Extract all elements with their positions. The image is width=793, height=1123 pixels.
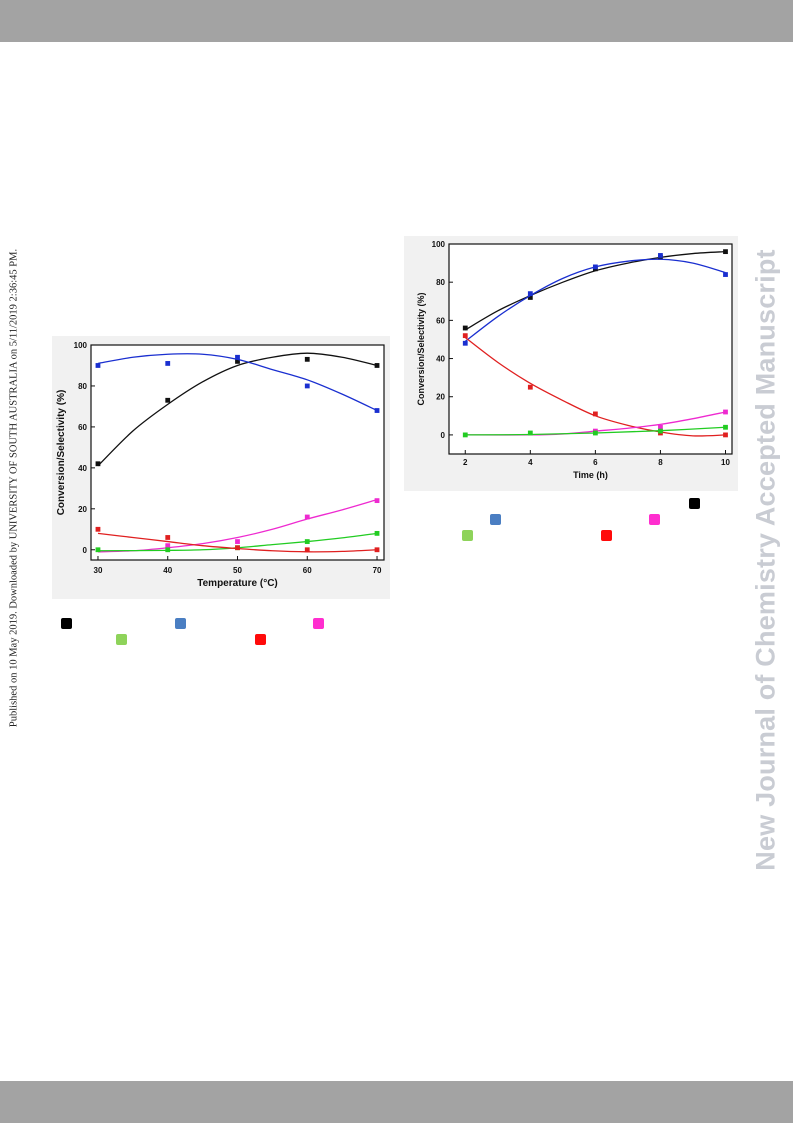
y-tick-label: 20 xyxy=(78,505,87,514)
series-4-point xyxy=(95,526,101,532)
series-4-point xyxy=(527,430,533,436)
series-2-point xyxy=(527,384,533,390)
series-3-point xyxy=(723,409,728,415)
series-2-point xyxy=(235,539,240,544)
series-1-point xyxy=(95,363,101,368)
legend-marker-black-right xyxy=(689,498,700,509)
series-3-point xyxy=(304,539,310,544)
x-tick-label: 6 xyxy=(593,458,598,467)
y-tick-label: 80 xyxy=(78,382,87,391)
series-4-point xyxy=(374,547,380,553)
series-1-point xyxy=(374,408,380,413)
y-tick-label: 20 xyxy=(436,393,445,402)
series-1-point xyxy=(527,291,533,297)
x-tick-label: 2 xyxy=(463,458,468,467)
top-header-band xyxy=(0,0,793,42)
series-0-fit-line xyxy=(97,352,378,467)
y-tick-label: 60 xyxy=(436,316,445,325)
x-tick-label: 4 xyxy=(528,458,533,467)
series-4-point xyxy=(658,428,663,434)
x-tick-label: 30 xyxy=(94,566,103,575)
y-tick-label: 60 xyxy=(78,423,87,432)
x-axis-label: Time (h) xyxy=(573,470,608,480)
series-1-point xyxy=(304,383,310,389)
series-1-point xyxy=(462,340,468,346)
series-0-point xyxy=(95,461,101,467)
x-tick-label: 10 xyxy=(721,458,730,467)
series-0-point xyxy=(304,356,310,362)
legend-marker-blue-right xyxy=(490,514,501,525)
series-1-point xyxy=(235,354,240,360)
y-tick-label: 80 xyxy=(436,278,445,287)
x-axis-label: Temperature (°C) xyxy=(197,578,278,589)
series-4 xyxy=(462,424,728,438)
x-tick-label: 60 xyxy=(303,566,312,575)
x-tick-label: 70 xyxy=(373,566,382,575)
y-tick-label: 40 xyxy=(78,464,87,473)
legend-marker-pink xyxy=(313,618,324,629)
legend-marker-black xyxy=(61,618,72,629)
y-tick-label: 100 xyxy=(74,341,88,350)
y-tick-label: 100 xyxy=(432,240,446,249)
series-2-point xyxy=(592,411,598,417)
bottom-footer-band xyxy=(0,1081,793,1123)
legend-marker-pink-right xyxy=(649,514,660,525)
series-0 xyxy=(95,352,380,467)
series-4-point xyxy=(165,535,171,540)
series-4-point xyxy=(723,424,728,430)
x-tick-label: 50 xyxy=(233,566,242,575)
series-0-point xyxy=(165,397,171,403)
legend-marker-green-right xyxy=(462,530,473,541)
series-3-point xyxy=(658,424,663,430)
series-1-point xyxy=(592,264,598,270)
y-axis-label: Conversion/Selectivity (%) xyxy=(416,292,426,405)
series-1 xyxy=(462,253,728,346)
series-0-point xyxy=(374,363,380,368)
plot-frame xyxy=(448,243,733,455)
y-tick-label: 0 xyxy=(441,431,446,440)
legend-marker-green xyxy=(116,634,127,645)
x-tick-label: 8 xyxy=(658,458,663,467)
series-2-point xyxy=(165,543,171,549)
legend-marker-blue xyxy=(175,618,186,629)
series-3-point xyxy=(374,530,380,536)
series-4-point xyxy=(235,545,240,551)
series-0-point xyxy=(235,358,240,364)
legend-marker-red-right xyxy=(601,530,612,541)
series-2-point xyxy=(462,333,468,339)
legend-marker-red xyxy=(255,634,266,645)
x-tick-label: 40 xyxy=(163,566,172,575)
series-1-point xyxy=(165,361,171,366)
series-1-point xyxy=(723,272,728,277)
series-0-point xyxy=(462,325,468,331)
series-4-point xyxy=(462,432,468,438)
series-0-point xyxy=(723,249,728,255)
series-3-point xyxy=(95,547,101,553)
series-4 xyxy=(95,526,380,553)
series-0-point xyxy=(527,295,533,300)
y-tick-label: 0 xyxy=(83,546,88,555)
y-axis-label: Conversion/Selectivity (%) xyxy=(56,390,67,516)
series-4-point xyxy=(592,430,598,436)
series-2-point xyxy=(304,514,310,520)
series-1-point xyxy=(658,253,663,258)
y-tick-label: 40 xyxy=(436,355,445,364)
series-4-point xyxy=(304,547,310,553)
series-1 xyxy=(95,353,380,413)
series-2-point xyxy=(723,432,728,438)
series-2-point xyxy=(374,498,380,504)
series-3-point xyxy=(165,547,171,553)
plot-frame xyxy=(90,344,385,561)
